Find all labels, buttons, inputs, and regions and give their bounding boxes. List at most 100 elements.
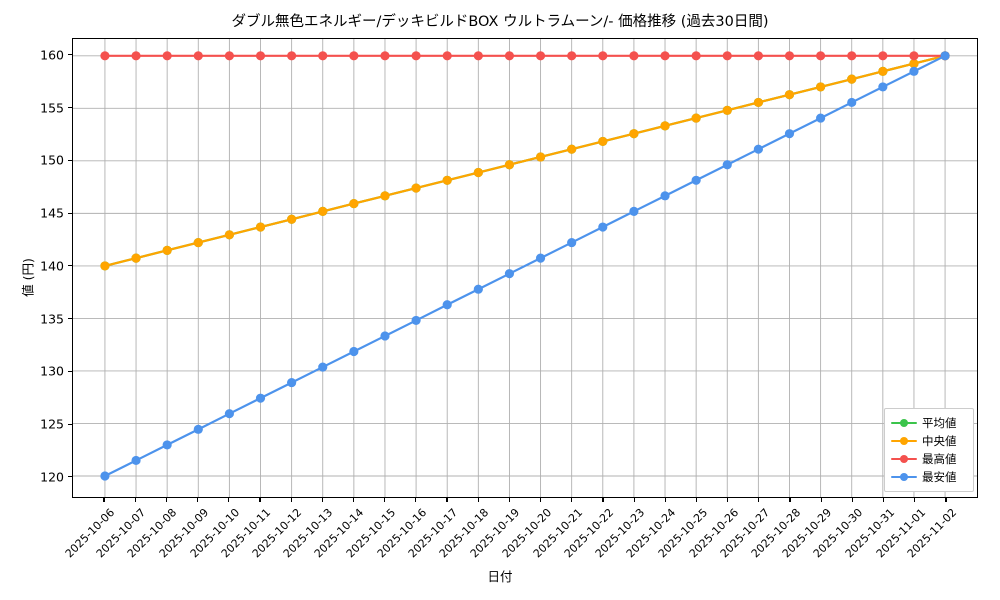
x-tick-mark <box>477 498 479 502</box>
legend-label: 最安値 <box>922 470 957 484</box>
x-tick-mark <box>259 498 261 502</box>
x-tick-mark <box>695 498 698 502</box>
data-point <box>193 424 203 434</box>
data-point <box>816 82 826 92</box>
data-point <box>442 300 452 310</box>
data-point <box>100 471 110 481</box>
data-point <box>349 51 359 61</box>
data-point <box>847 51 857 61</box>
data-point <box>380 331 390 341</box>
y-tick-mark <box>68 370 72 372</box>
data-point <box>287 378 297 388</box>
y-tick-label: 140 <box>40 258 64 274</box>
data-point <box>691 113 701 123</box>
data-point <box>753 51 763 61</box>
chart-legend: 平均値中央値最高値最安値 <box>884 408 974 492</box>
x-tick-mark <box>134 498 136 502</box>
series-最高値 <box>100 51 950 61</box>
data-point <box>100 261 110 271</box>
legend-label: 最高値 <box>922 452 957 466</box>
x-tick-mark <box>165 498 167 502</box>
legend-item[interactable]: 最安値 <box>891 468 966 486</box>
x-tick-mark <box>727 498 729 502</box>
data-point <box>598 222 608 232</box>
legend-label: 平均値 <box>922 416 957 430</box>
x-tick-mark <box>664 498 666 502</box>
data-point <box>535 253 546 263</box>
data-point <box>255 222 266 232</box>
y-tick-mark <box>68 423 72 425</box>
x-tick-mark <box>228 498 230 502</box>
series-line <box>103 54 947 267</box>
y-tick-label: 150 <box>40 152 64 168</box>
data-point <box>567 51 577 61</box>
legend-swatch-icon <box>891 452 917 466</box>
data-point <box>318 362 328 372</box>
y-tick-mark <box>68 107 72 109</box>
data-point <box>349 199 359 209</box>
data-point <box>629 129 639 139</box>
series-line <box>103 54 947 478</box>
data-point <box>660 51 670 61</box>
data-point <box>504 160 515 170</box>
data-point <box>131 51 141 61</box>
data-point <box>753 144 763 154</box>
plot-area <box>72 38 978 498</box>
data-point <box>784 129 795 139</box>
data-point <box>473 51 483 61</box>
data-point <box>193 237 203 248</box>
x-tick-mark <box>851 498 854 502</box>
y-tick-label: 155 <box>40 100 64 116</box>
data-point <box>224 409 234 419</box>
data-point <box>411 183 421 193</box>
data-point <box>909 51 919 61</box>
y-tick-label: 120 <box>40 469 64 485</box>
x-tick-mark <box>539 498 542 502</box>
x-tick-mark <box>602 498 604 502</box>
x-tick-mark <box>633 498 635 502</box>
legend-item[interactable]: 平均値 <box>891 414 966 432</box>
legend-item[interactable]: 中央値 <box>891 432 966 450</box>
data-point <box>567 144 577 154</box>
x-tick-mark <box>384 498 386 502</box>
legend-swatch-icon <box>891 416 917 430</box>
data-point <box>131 253 141 263</box>
chart-title: ダブル無色エネルギー/デッキビルドBOX ウルトラムーン/- 価格推移 (過去3… <box>231 14 769 30</box>
data-point <box>162 51 172 61</box>
data-point <box>691 51 701 61</box>
x-tick-mark <box>508 498 510 502</box>
data-point <box>909 59 919 69</box>
x-tick-mark <box>914 498 916 502</box>
data-point <box>629 206 639 216</box>
legend-swatch-icon <box>891 470 917 484</box>
data-point <box>504 51 515 61</box>
data-point <box>224 51 234 61</box>
y-tick-mark <box>68 265 72 267</box>
y-tick-mark <box>68 159 72 161</box>
data-point <box>567 237 577 248</box>
data-point <box>878 82 888 92</box>
data-point <box>411 51 421 61</box>
x-tick-mark <box>415 498 417 502</box>
legend-item[interactable]: 最高値 <box>891 450 966 468</box>
data-point <box>878 66 888 76</box>
series-中央値 <box>100 51 950 271</box>
data-point <box>349 346 359 357</box>
data-point <box>287 214 297 224</box>
data-point <box>878 51 888 61</box>
x-tick-mark <box>789 498 791 502</box>
data-point <box>380 51 390 61</box>
data-point <box>535 152 546 162</box>
data-point <box>100 51 110 61</box>
series-最安値 <box>100 51 950 481</box>
legend-label: 中央値 <box>922 434 957 448</box>
data-point <box>193 51 203 61</box>
y-tick-mark <box>68 212 72 214</box>
data-point <box>909 66 919 76</box>
x-tick-mark <box>290 498 292 502</box>
x-tick-mark <box>352 498 355 502</box>
data-point <box>722 160 732 170</box>
